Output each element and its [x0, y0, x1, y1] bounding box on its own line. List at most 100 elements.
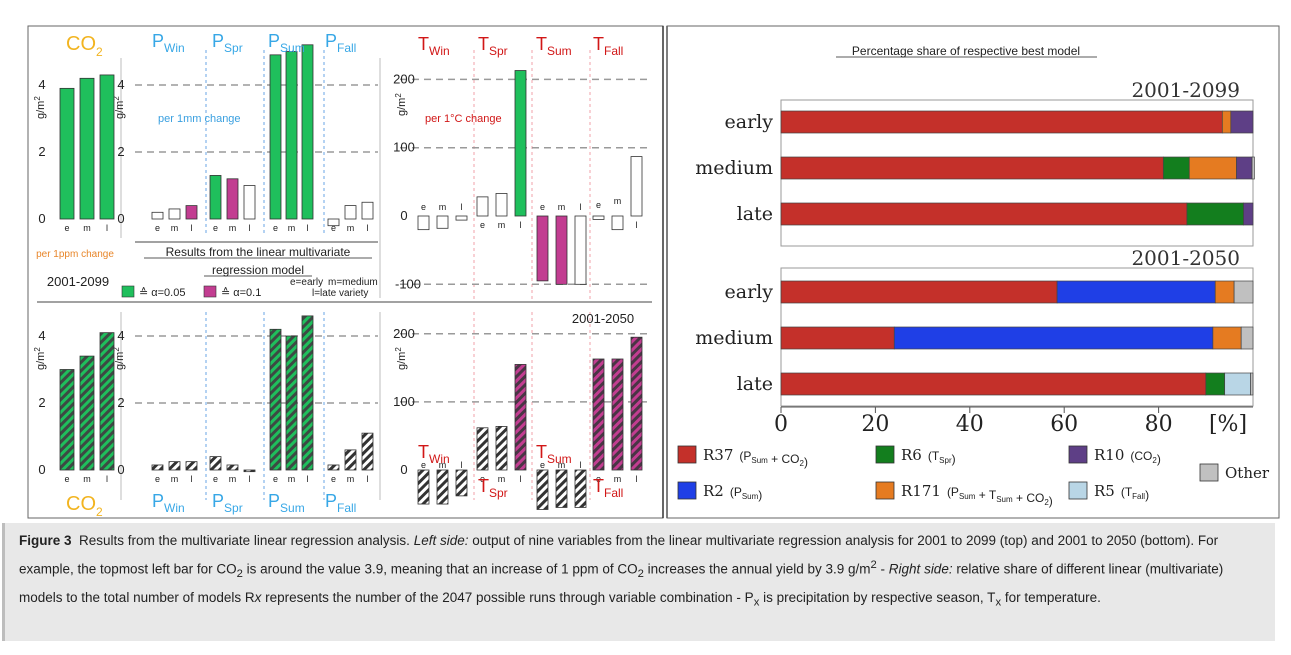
caption-left-label: Left side: [413, 533, 469, 548]
tick-label: 2 [117, 144, 124, 159]
category-label: e [213, 474, 218, 484]
category-label: m [229, 474, 237, 484]
group-title-t-win: TWin [418, 34, 450, 58]
row-label: late [737, 373, 773, 395]
bar-t-spr-l [514, 70, 527, 217]
group-title-t-win: TWin [418, 442, 450, 466]
tick-label: -100 [395, 276, 421, 291]
tick-label: 0 [38, 462, 45, 477]
group-title-p-sum: PSum [268, 31, 305, 55]
note-per-mm: per 1mm change [158, 113, 241, 125]
category-label: m [558, 460, 566, 470]
legend-swatch-r6 [875, 445, 895, 464]
category-label: m [83, 223, 91, 233]
bar-segment-r10 [1243, 202, 1254, 226]
caption-part: x [254, 590, 262, 606]
category-label: m [498, 220, 506, 230]
legend-label-r10: R10 (CO2) [1094, 446, 1161, 466]
category-label: l [520, 220, 522, 230]
bar-segment-other [1251, 156, 1255, 180]
category-label: e [64, 474, 69, 484]
bar-p-fall-l [361, 201, 374, 220]
bar-segment-r2 [893, 326, 1214, 350]
y-axis-label: g/m2 [112, 347, 126, 370]
bar-p-spr-e [209, 175, 222, 220]
category-label: l [367, 474, 369, 484]
tick-label: 4 [117, 328, 124, 343]
category-label: l [307, 223, 309, 233]
bar-p-sum-m [285, 335, 298, 471]
sig05-label: ≙ α=0.05 [139, 287, 185, 299]
row-label: medium [695, 157, 773, 179]
category-label: e [540, 460, 545, 470]
category-label: l [249, 474, 251, 484]
tick-label: 4 [38, 328, 45, 343]
tick-label: 2 [38, 144, 45, 159]
bar-p-sum-e [269, 328, 282, 471]
left-static-text: CO2 CO2 PWin PWin PSpr PSpr PSum PSum PFall PFall… [36, 31, 634, 519]
category-label: e [331, 474, 336, 484]
bar-t-spr-m [495, 426, 508, 471]
caption-sub: 2 [637, 568, 644, 581]
bar-segment-r37 [780, 156, 1164, 180]
bar-segment-r10 [1230, 110, 1254, 134]
bar-t-sum-m [555, 215, 568, 285]
bar-co-2-m [79, 77, 95, 220]
bar-p-fall-m [344, 205, 357, 220]
results-title: regression model [212, 263, 304, 277]
tick-label: 4 [117, 77, 124, 92]
bar-t-win-l [455, 469, 468, 497]
category-label: l [461, 460, 463, 470]
bar-t-fall-m [611, 358, 624, 471]
chart-title: Percentage share of respective best mode… [852, 44, 1080, 58]
category-label: m [288, 474, 296, 484]
bar-segment-r2 [1056, 280, 1216, 304]
period-label-top: 2001-2099 [47, 274, 109, 289]
x-tick-label: 0 [774, 412, 788, 437]
legend-swatch-other [1199, 463, 1219, 482]
category-label: m [288, 223, 296, 233]
category-label: l [307, 474, 309, 484]
group-title-p-win: PWin [152, 31, 185, 55]
group-title-t-fall: TFall [593, 476, 623, 500]
tick-label: 0 [38, 211, 45, 226]
caption-part: for temperature. [1001, 590, 1101, 606]
bar-co-2-l [99, 332, 115, 471]
category-label: l [191, 223, 193, 233]
group-title-t-fall: TFall [593, 34, 623, 58]
category-label: e [596, 474, 601, 484]
group-title-t-spr: TSpr [478, 34, 508, 58]
abbrev-label: e=early [290, 277, 323, 288]
bar-p-spr-l [243, 185, 256, 220]
category-label: m [614, 474, 622, 484]
caption-part: represents the number of the 2047 possib… [265, 590, 754, 606]
bar-segment-r171 [1214, 280, 1235, 304]
caption-part: - [876, 561, 889, 577]
tick-label: 0 [117, 211, 124, 226]
bar-p-win-m [168, 208, 181, 220]
category-label: l [580, 202, 582, 212]
bar-t-fall-e [592, 358, 605, 471]
tick-label: 2 [38, 395, 45, 410]
legend-swatch-r5 [1068, 481, 1088, 500]
category-label: l [367, 223, 369, 233]
category-label: l [461, 202, 463, 212]
legend-label-r171: R171 (PSum + TSum + CO2) [901, 482, 1053, 508]
group-title-p-fall: PFall [325, 491, 356, 515]
tick-label: 0 [400, 462, 407, 477]
bar-segment-r10 [1236, 156, 1253, 180]
caption-sub: x [753, 596, 760, 609]
legend-swatch-r37 [677, 445, 697, 464]
group-title-co-2: CO2 [66, 33, 103, 59]
category-label: m [614, 196, 622, 206]
bar-p-win-l [185, 205, 198, 220]
bar-t-win-m [436, 469, 449, 505]
group-title-t-spr: TSpr [478, 476, 508, 500]
category-label: e [64, 223, 69, 233]
bar-segment-r5 [1224, 372, 1251, 396]
bar-p-sum-m [285, 51, 298, 220]
x-tick-label: 20 [861, 412, 889, 437]
caption-title: Results from the multivariate linear reg… [79, 533, 410, 548]
bar-p-win-e [151, 464, 164, 471]
caption-part: is around the value 3.9, meaning that an… [242, 561, 638, 577]
